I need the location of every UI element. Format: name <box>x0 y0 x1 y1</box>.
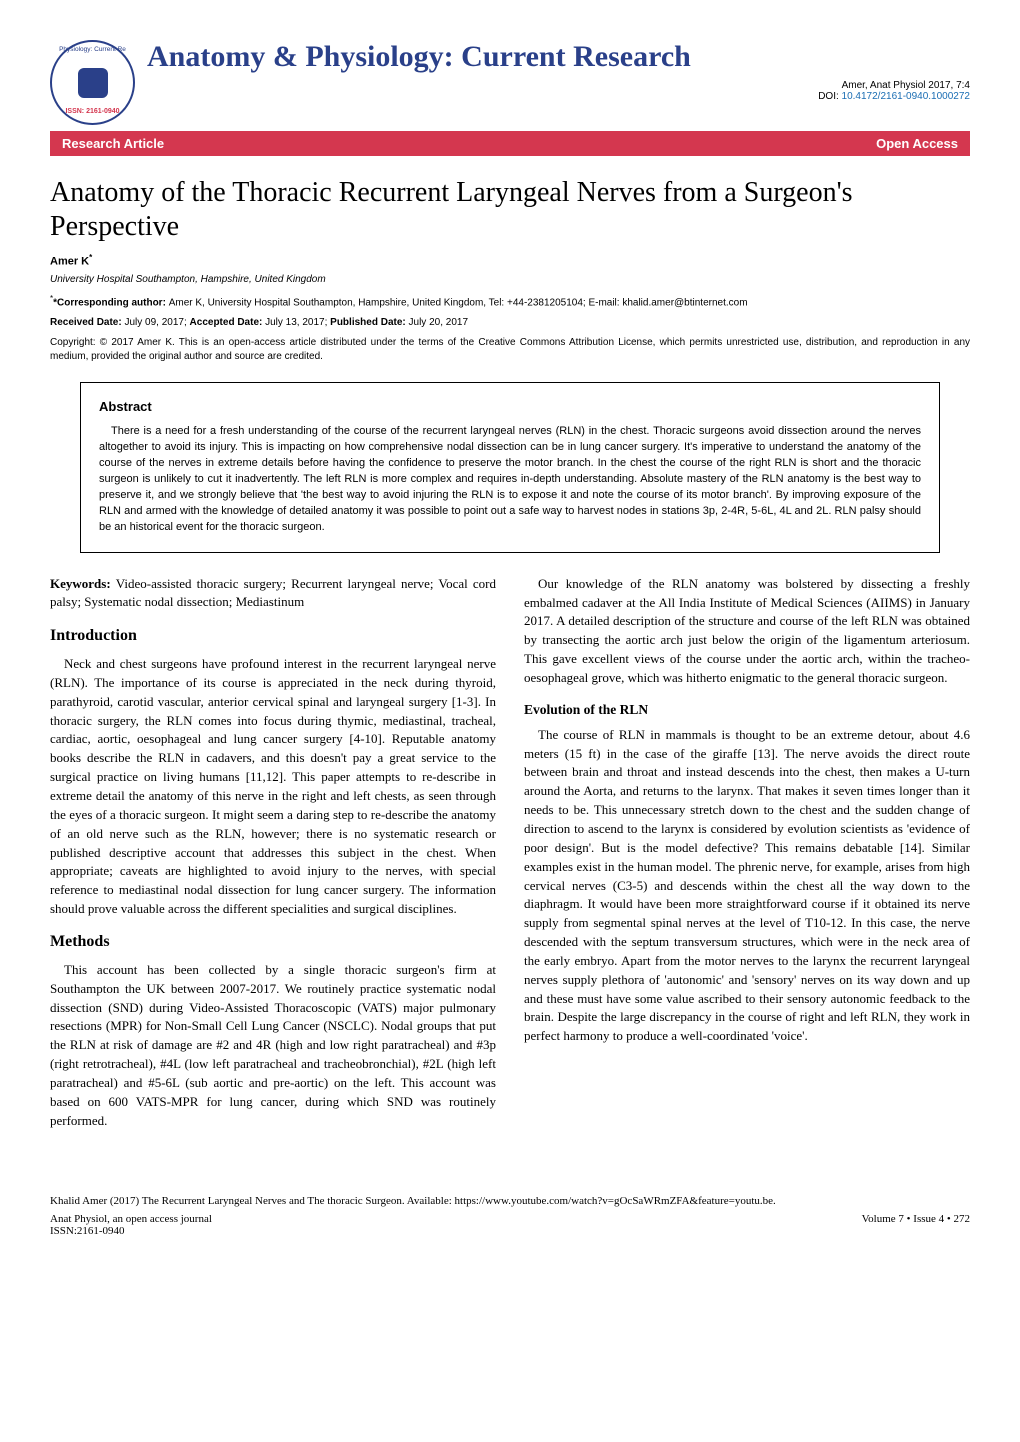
abstract-box: Abstract There is a need for a fresh und… <box>80 382 940 553</box>
keywords: Keywords: Video-assisted thoracic surger… <box>50 575 496 611</box>
copyright-label: Copyright: <box>50 337 100 348</box>
journal-name: Anatomy & Physiology: Current Research <box>147 40 806 75</box>
abstract-heading: Abstract <box>99 399 921 414</box>
footer-right: Volume 7 • Issue 4 • 272 <box>862 1213 970 1237</box>
correspondence-text: Amer K, University Hospital Southampton,… <box>169 297 748 308</box>
article-type-bar: Research Article Open Access <box>50 131 970 156</box>
footer-citation: Khalid Amer (2017) The Recurrent Larynge… <box>50 1195 970 1207</box>
received-label: Received Date: <box>50 317 124 328</box>
correspondence: **Corresponding author: Amer K, Universi… <box>50 293 970 310</box>
doi-line: DOI: 10.4172/2161-0940.1000272 <box>818 91 970 102</box>
author-name: Amer K* <box>50 253 970 268</box>
column-left: Keywords: Video-assisted thoracic surger… <box>50 575 496 1145</box>
correspondence-label: *Corresponding author: <box>53 297 169 308</box>
published-label: Published Date: <box>330 317 408 328</box>
article-title: Anatomy of the Thoracic Recurrent Laryng… <box>50 176 970 243</box>
keywords-text: Video-assisted thoracic surgery; Recurre… <box>50 576 496 609</box>
logo-top-text: Physiology: Current Re <box>59 46 126 53</box>
keywords-label: Keywords: <box>50 576 116 591</box>
evolution-text: The course of RLN in mammals is thought … <box>524 726 970 1046</box>
evolution-heading: Evolution of the RLN <box>524 702 970 718</box>
intro-heading: Introduction <box>50 627 496 645</box>
footer: Khalid Amer (2017) The Recurrent Larynge… <box>50 1195 970 1237</box>
header-citation: Amer, Anat Physiol 2017, 7:4 <box>818 80 970 91</box>
doi-link[interactable]: 10.4172/2161-0940.1000272 <box>842 91 970 102</box>
logo-issn: ISSN: 2161-0940 <box>65 108 119 115</box>
doi-label: DOI: <box>818 91 841 102</box>
author-sup: * <box>89 253 92 262</box>
methods-text: This account has been collected by a sin… <box>50 961 496 1131</box>
journal-logo: Physiology: Current Re ISSN: 2161-0940 <box>50 40 135 125</box>
methods-heading: Methods <box>50 933 496 951</box>
column-right: Our knowledge of the RLN anatomy was bol… <box>524 575 970 1145</box>
abstract-text: There is a need for a fresh understandin… <box>99 424 921 536</box>
footer-journal-line: Anat Physiol, an open access journal <box>50 1213 212 1225</box>
header-meta: Amer, Anat Physiol 2017, 7:4 DOI: 10.417… <box>818 80 970 102</box>
article-type-right: Open Access <box>876 136 958 151</box>
logo-icon <box>78 68 108 98</box>
header: Physiology: Current Re ISSN: 2161-0940 A… <box>50 40 970 125</box>
affiliation: University Hospital Southampton, Hampshi… <box>50 274 970 285</box>
article-type-left: Research Article <box>62 136 164 151</box>
footer-left: Anat Physiol, an open access journal ISS… <box>50 1213 212 1237</box>
author-text: Amer K <box>50 256 89 268</box>
footer-volume-line: Volume 7 • Issue 4 • 272 <box>862 1213 970 1225</box>
published-date: July 20, 2017 <box>409 317 469 328</box>
accepted-date: July 13, 2017; <box>265 317 330 328</box>
dates: Received Date: July 09, 2017; Accepted D… <box>50 316 970 330</box>
footer-row: Anat Physiol, an open access journal ISS… <box>50 1213 970 1237</box>
footer-issn-line: ISSN:2161-0940 <box>50 1225 212 1237</box>
intro-text: Neck and chest surgeons have profound in… <box>50 655 496 919</box>
copyright-text: © 2017 Amer K. This is an open-access ar… <box>50 337 970 362</box>
received-date: July 09, 2017; <box>124 317 189 328</box>
two-column-body: Keywords: Video-assisted thoracic surger… <box>50 575 970 1145</box>
copyright: Copyright: © 2017 Amer K. This is an ope… <box>50 336 970 364</box>
col2-para1: Our knowledge of the RLN anatomy was bol… <box>524 575 970 688</box>
accepted-label: Accepted Date: <box>190 317 266 328</box>
